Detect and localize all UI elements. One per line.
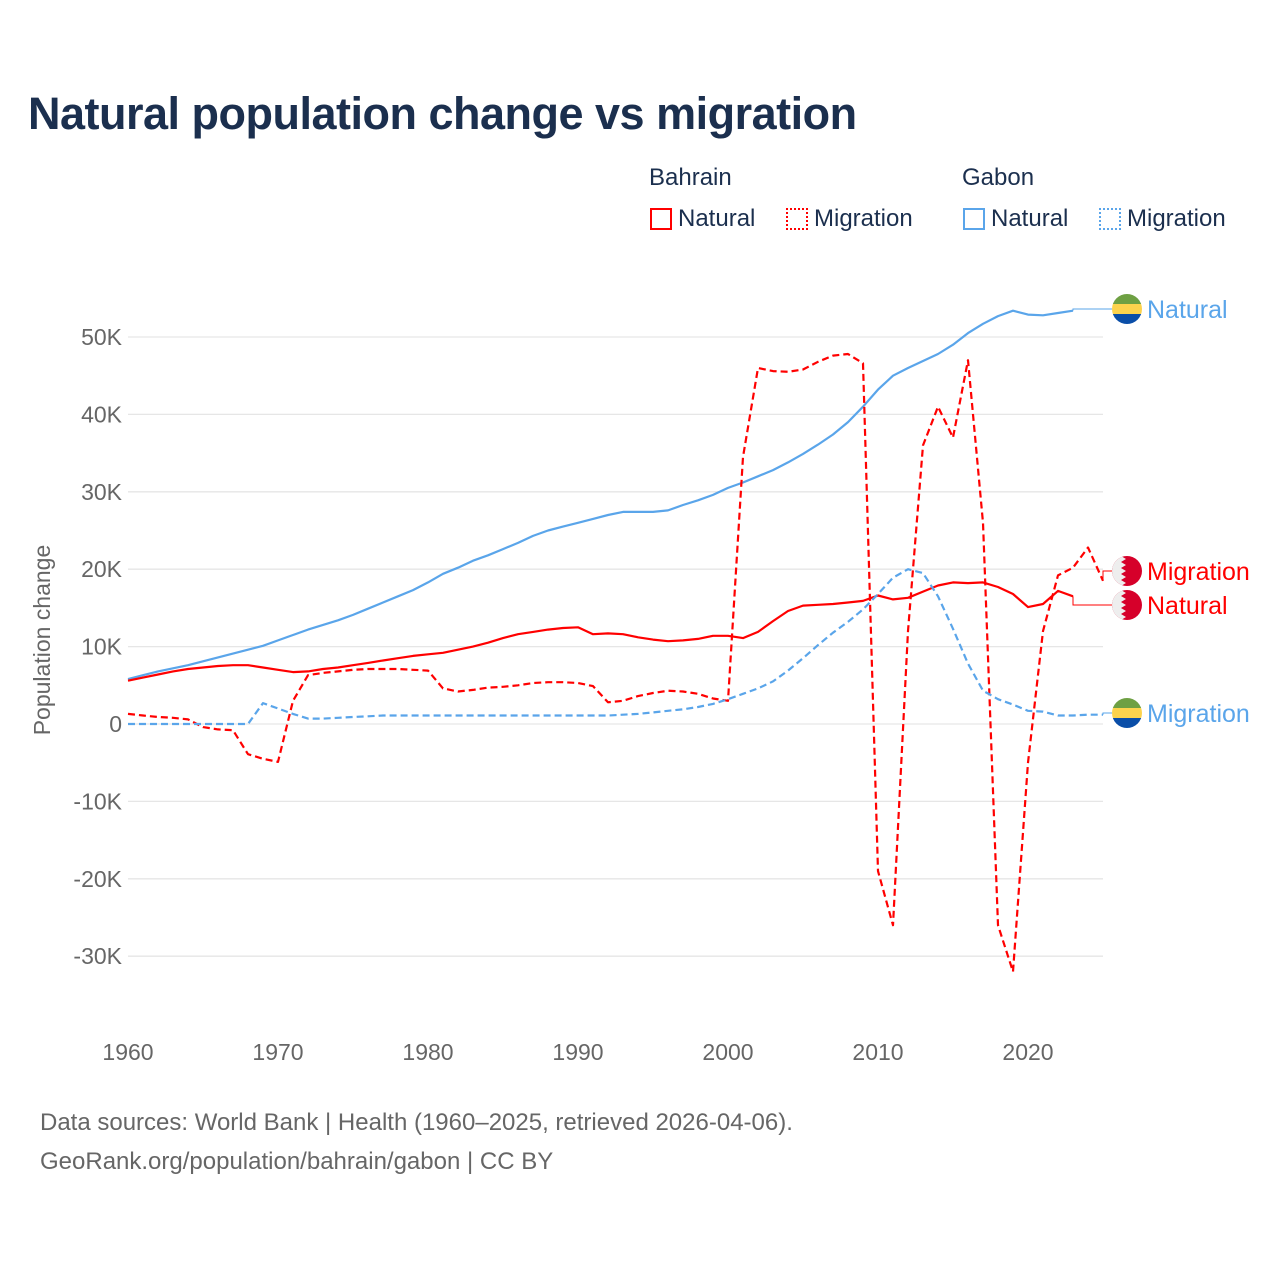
- legend-label: Migration: [1127, 205, 1226, 232]
- legend-gabon-migration[interactable]: Migration: [1099, 205, 1226, 233]
- x-tick-label: 2010: [852, 1039, 903, 1065]
- gabon-flag-icon: [1112, 698, 1142, 728]
- gabon-flag-icon: [1112, 294, 1142, 324]
- series-line-gabon-migration: [128, 568, 1103, 726]
- y-tick-label: -30K: [73, 943, 122, 969]
- x-tick-label: 1960: [102, 1039, 153, 1065]
- y-tick-label: 30K: [81, 479, 123, 505]
- legend-bahrain-natural[interactable]: Natural: [650, 205, 755, 233]
- x-tick-label: 1980: [402, 1039, 453, 1065]
- y-tick-label: 50K: [81, 324, 123, 350]
- x-tick-label: 2020: [1002, 1039, 1053, 1065]
- y-axis-label: Population change: [29, 545, 55, 736]
- y-tick-label: 40K: [81, 401, 123, 427]
- bahrain-flag-icon: [1112, 590, 1142, 620]
- series-line-bahrain-migration: [127, 352, 1105, 973]
- legend-group-bahrain: Bahrain: [649, 164, 732, 191]
- legend-swatch-dotted: [1099, 208, 1121, 230]
- series-end-label: Migration: [1147, 700, 1250, 728]
- x-tick-label: 2000: [702, 1039, 753, 1065]
- label-connector: [1102, 712, 1112, 715]
- legend-swatch-solid: [650, 208, 672, 230]
- legend-swatch-dotted: [786, 208, 808, 230]
- footer-link: GeoRank.org/population/bahrain/gabon | C…: [40, 1148, 554, 1175]
- legend-label: Natural: [991, 205, 1069, 232]
- footer-sources: Data sources: World Bank | Health (1960–…: [40, 1109, 793, 1136]
- legend-label: Migration: [814, 205, 913, 232]
- bahrain-flag-icon: [1112, 556, 1142, 586]
- legend-swatch-solid: [963, 208, 985, 230]
- series-line-bahrain-natural: [127, 581, 1074, 682]
- series-end-label: Natural: [1147, 296, 1228, 324]
- y-tick-label: 20K: [81, 556, 123, 582]
- y-tick-label: -20K: [73, 866, 122, 892]
- legend-bahrain-migration[interactable]: Migration: [786, 205, 913, 233]
- label-connector: [1072, 308, 1112, 311]
- legend-label: Natural: [678, 205, 756, 232]
- label-connector: [1102, 570, 1112, 581]
- label-connector: [1072, 596, 1112, 606]
- y-tick-label: -10K: [73, 788, 122, 814]
- y-tick-label: 0: [109, 711, 122, 737]
- legend-group-gabon: Gabon: [962, 164, 1035, 191]
- legend-gabon-natural[interactable]: Natural: [963, 205, 1068, 233]
- x-tick-label: 1990: [552, 1039, 603, 1065]
- series-line-gabon-natural: [127, 309, 1074, 681]
- y-tick-label: 10K: [81, 634, 123, 660]
- x-tick-label: 1970: [252, 1039, 303, 1065]
- series-end-label: Natural: [1147, 592, 1228, 620]
- series-end-label: Migration: [1147, 558, 1250, 586]
- chart-title: Natural population change vs migration: [28, 88, 857, 139]
